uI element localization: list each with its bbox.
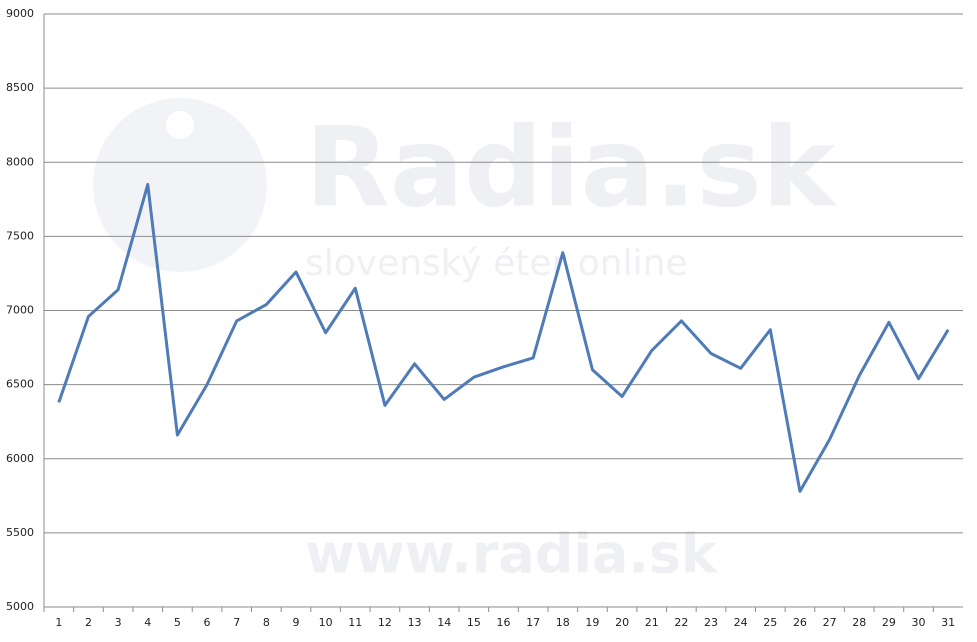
x-tick-label: 8: [263, 616, 270, 629]
y-tick-label: 6500: [6, 378, 34, 391]
y-tick-label: 5000: [6, 600, 34, 613]
x-tick-label: 22: [674, 616, 688, 629]
x-tick-label: 16: [497, 616, 511, 629]
x-tick-label: 19: [585, 616, 599, 629]
x-tick-label: 31: [941, 616, 955, 629]
x-tick-label: 1: [55, 616, 62, 629]
x-tick-label: 15: [467, 616, 481, 629]
x-tick-label: 10: [319, 616, 333, 629]
x-tick-label: 29: [882, 616, 896, 629]
y-tick-label: 8000: [6, 155, 34, 168]
x-tick-label: 26: [793, 616, 807, 629]
x-tick-label: 28: [852, 616, 866, 629]
x-tick-label: 4: [144, 616, 151, 629]
x-tick-label: 14: [437, 616, 451, 629]
x-tick-label: 13: [408, 616, 422, 629]
x-tick-label: 21: [645, 616, 659, 629]
y-tick-label: 8500: [6, 81, 34, 94]
x-tick-label: 5: [174, 616, 181, 629]
x-tick-label: 7: [233, 616, 240, 629]
x-tick-label: 11: [348, 616, 362, 629]
x-tick-label: 27: [823, 616, 837, 629]
x-tick-label: 24: [734, 616, 748, 629]
line: [57, 182, 950, 493]
x-tick-label: 17: [526, 616, 540, 629]
watermark-url: www.radia.sk: [305, 523, 718, 586]
x-tick-label: 23: [704, 616, 718, 629]
x-tick-label: 25: [763, 616, 777, 629]
x-tick-label: 2: [85, 616, 92, 629]
y-tick-label: 6000: [6, 452, 34, 465]
y-tick-label: 7500: [6, 229, 34, 242]
x-tick-label: 9: [292, 616, 299, 629]
y-tick-label: 7000: [6, 304, 34, 317]
y-tick-label: 5500: [6, 526, 34, 539]
x-tick-label: 20: [615, 616, 629, 629]
x-tick-label: 30: [912, 616, 926, 629]
x-tick-label: 6: [204, 616, 211, 629]
watermark: Radia.sk slovenský éter online www.radia…: [93, 98, 838, 586]
x-tick-label: 18: [556, 616, 570, 629]
x-tick-label: 12: [378, 616, 392, 629]
x-tick-label: 3: [115, 616, 122, 629]
watermark-logo-dot: [166, 111, 194, 139]
y-tick-label: 9000: [6, 7, 34, 20]
watermark-subtitle: slovenský éter online: [305, 243, 688, 284]
watermark-title: Radia.sk: [305, 103, 838, 231]
